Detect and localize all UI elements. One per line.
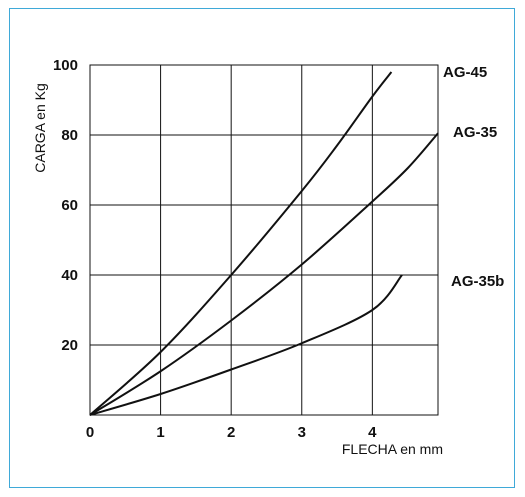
series-label-ag-45: AG-45 xyxy=(443,64,487,81)
y-tick-label: 60 xyxy=(61,197,78,214)
series-line-ag-45 xyxy=(89,71,393,416)
series-line-ag-35 xyxy=(89,132,439,416)
x-tick-label: 0 xyxy=(86,424,94,441)
x-tick-label: 2 xyxy=(227,424,235,441)
y-tick-label: 20 xyxy=(61,337,78,354)
series-line-ag-35b xyxy=(89,274,403,416)
chart-frame xyxy=(9,8,515,488)
x-tick-label: 4 xyxy=(368,424,377,441)
x-tick-label: 3 xyxy=(298,424,306,441)
y-axis-title: CARGA en Kg xyxy=(32,83,48,173)
y-tick-label: 100 xyxy=(53,57,78,74)
x-tick-label: 1 xyxy=(156,424,164,441)
series-label-ag-35: AG-35 xyxy=(453,124,497,141)
series-label-ag-35b: AG-35b xyxy=(451,273,504,290)
tick-labels: 0 1 2 3 4 20 40 60 80 100 xyxy=(53,57,377,441)
y-tick-label: 80 xyxy=(61,127,78,144)
plot-area xyxy=(89,64,439,416)
y-tick-label: 40 xyxy=(61,267,78,284)
grid xyxy=(89,64,439,416)
series-lines: AG-45 AG-35 AG-35b xyxy=(89,64,504,416)
x-axis-title: FLECHA en mm xyxy=(342,441,443,457)
